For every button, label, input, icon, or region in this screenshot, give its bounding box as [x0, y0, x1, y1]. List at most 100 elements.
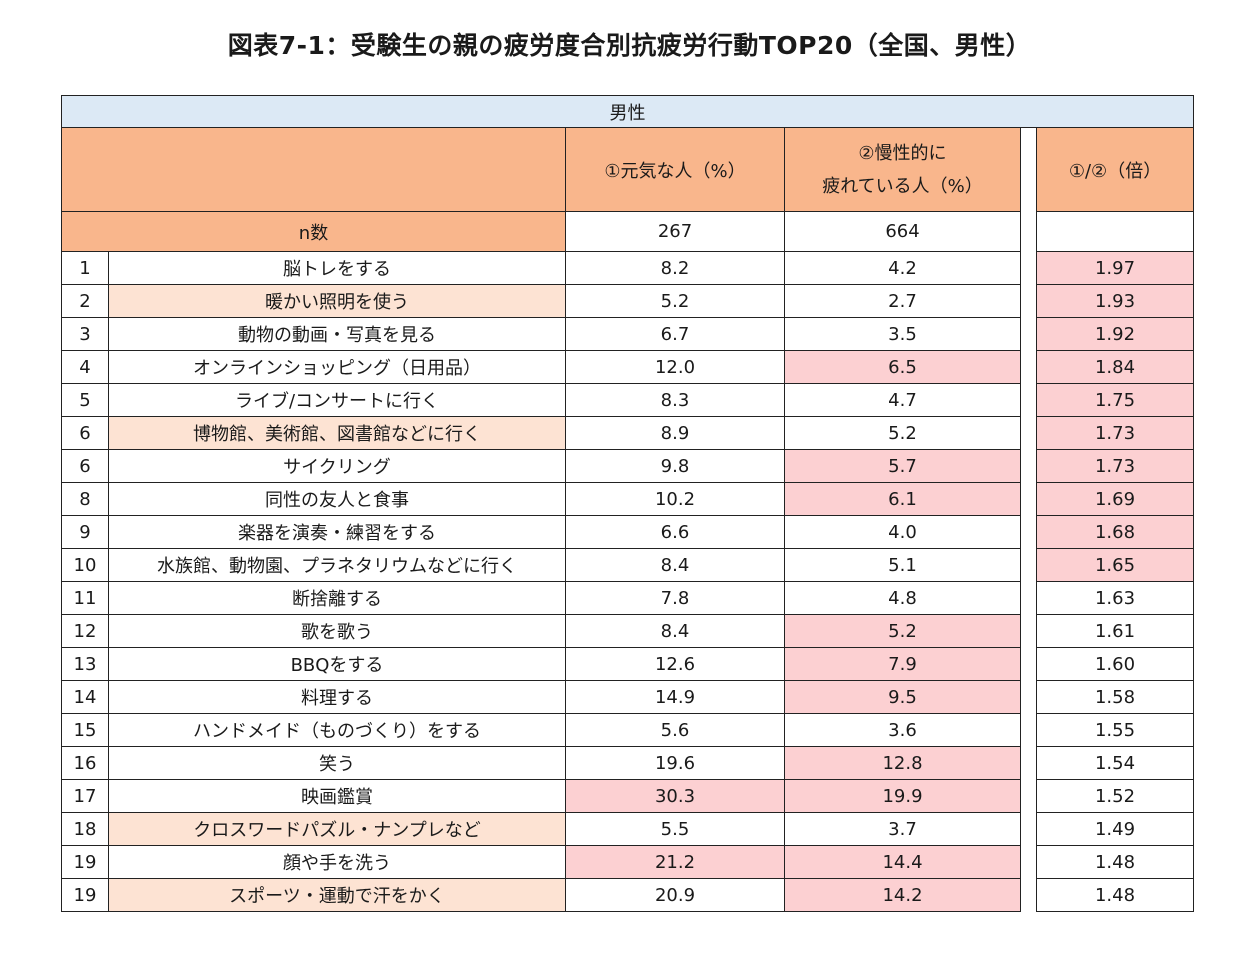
- column-gap: [1020, 383, 1037, 417]
- header-ratio: ①/②（倍）: [1035, 127, 1195, 212]
- column-gap: [1020, 713, 1037, 747]
- rank-cell: 1: [61, 251, 109, 285]
- ratio-cell: 1.65: [1035, 548, 1195, 582]
- column-gap: [1020, 449, 1037, 483]
- col1-cell: 8.9: [565, 416, 785, 450]
- ratio-cell: 1.58: [1035, 680, 1195, 714]
- item-cell: オンラインショッピング（日用品）: [108, 350, 566, 384]
- rank-cell: 6: [61, 416, 109, 450]
- column-gap: [1020, 482, 1037, 516]
- table-row: 5 ライブ/コンサートに行く 8.3 4.7 1.75: [61, 383, 1195, 417]
- header-col1: ①元気な人（%）: [565, 127, 785, 212]
- table-row: 15 ハンドメイド（ものづくり）をする 5.6 3.6 1.55: [61, 713, 1195, 747]
- ratio-cell: 1.73: [1035, 416, 1195, 450]
- col2-cell: 14.4: [784, 845, 1021, 879]
- n-col1: 267: [565, 211, 785, 252]
- ratio-cell: 1.54: [1035, 746, 1195, 780]
- col1-cell: 8.4: [565, 614, 785, 648]
- ratio-cell: 1.97: [1035, 251, 1195, 285]
- col1-cell: 5.6: [565, 713, 785, 747]
- item-cell: 脳トレをする: [108, 251, 566, 285]
- ratio-cell: 1.84: [1035, 350, 1195, 384]
- table-row: 18 クロスワードパズル・ナンプレなど 5.5 3.7 1.49: [61, 812, 1195, 846]
- header-blank: [61, 127, 566, 212]
- rank-cell: 11: [61, 581, 109, 615]
- col2-cell: 7.9: [784, 647, 1021, 681]
- ratio-cell: 1.92: [1035, 317, 1195, 351]
- column-gap: [1020, 416, 1037, 450]
- column-gap: [1020, 350, 1037, 384]
- col1-cell: 7.8: [565, 581, 785, 615]
- col1-cell: 5.2: [565, 284, 785, 318]
- rank-cell: 13: [61, 647, 109, 681]
- table-row: 4 オンラインショッピング（日用品） 12.0 6.5 1.84: [61, 350, 1195, 384]
- item-cell: 暖かい照明を使う: [108, 284, 566, 318]
- col2-cell: 4.2: [784, 251, 1021, 285]
- rank-cell: 4: [61, 350, 109, 384]
- column-gap: [1020, 647, 1037, 681]
- table-row: 3 動物の動画・写真を見る 6.7 3.5 1.92: [61, 317, 1195, 351]
- table-row: 19 顔や手を洗う 21.2 14.4 1.48: [61, 845, 1195, 879]
- column-gap: [1020, 614, 1037, 648]
- rank-cell: 3: [61, 317, 109, 351]
- header-col2-line2: 疲れている人（%）: [822, 175, 983, 197]
- data-table: 男性 ①元気な人（%） ②慢性的に 疲れている人（%） ①/②（倍） n数 26…: [60, 95, 1195, 912]
- column-gap: [1020, 251, 1037, 285]
- table-row: 9 楽器を演奏・練習をする 6.6 4.0 1.68: [61, 515, 1195, 549]
- item-cell: 断捨離する: [108, 581, 566, 615]
- item-cell: サイクリング: [108, 449, 566, 483]
- col2-cell: 2.7: [784, 284, 1021, 318]
- col2-cell: 6.1: [784, 482, 1021, 516]
- table-row: 14 料理する 14.9 9.5 1.58: [61, 680, 1195, 714]
- col1-cell: 8.2: [565, 251, 785, 285]
- column-gap: [1020, 779, 1037, 813]
- table-row: 2 暖かい照明を使う 5.2 2.7 1.93: [61, 284, 1195, 318]
- column-gap: [1020, 548, 1037, 582]
- ratio-cell: 1.55: [1035, 713, 1195, 747]
- rank-cell: 16: [61, 746, 109, 780]
- ratio-cell: 1.60: [1035, 647, 1195, 681]
- rank-cell: 8: [61, 482, 109, 516]
- item-cell: 動物の動画・写真を見る: [108, 317, 566, 351]
- col2-cell: 9.5: [784, 680, 1021, 714]
- col1-cell: 8.4: [565, 548, 785, 582]
- ratio-cell: 1.48: [1035, 878, 1195, 912]
- item-cell: 水族館、動物園、プラネタリウムなどに行く: [108, 548, 566, 582]
- rank-cell: 19: [61, 878, 109, 912]
- ratio-cell: 1.73: [1035, 449, 1195, 483]
- column-gap: [1020, 127, 1037, 212]
- table-row: 16 笑う 19.6 12.8 1.54: [61, 746, 1195, 780]
- item-cell: 映画鑑賞: [108, 779, 566, 813]
- n-col2: 664: [784, 211, 1021, 252]
- rank-cell: 14: [61, 680, 109, 714]
- item-cell: ライブ/コンサートに行く: [108, 383, 566, 417]
- band-row: 男性: [60, 95, 1195, 128]
- table-row: 13 BBQをする 12.6 7.9 1.60: [61, 647, 1195, 681]
- col2-cell: 12.8: [784, 746, 1021, 780]
- ratio-cell: 1.63: [1035, 581, 1195, 615]
- col2-cell: 4.8: [784, 581, 1021, 615]
- header-col2-line1: ②慢性的に: [858, 142, 947, 164]
- col1-cell: 8.3: [565, 383, 785, 417]
- table-row: 6 サイクリング 9.8 5.7 1.73: [61, 449, 1195, 483]
- col1-cell: 21.2: [565, 845, 785, 879]
- col1-cell: 14.9: [565, 680, 785, 714]
- rank-cell: 6: [61, 449, 109, 483]
- table-row: 11 断捨離する 7.8 4.8 1.63: [61, 581, 1195, 615]
- column-gap: [1020, 284, 1037, 318]
- table-row: 17 映画鑑賞 30.3 19.9 1.52: [61, 779, 1195, 813]
- item-cell: 博物館、美術館、図書館などに行く: [108, 416, 566, 450]
- rank-cell: 2: [61, 284, 109, 318]
- n-ratio: [1035, 211, 1195, 252]
- col2-cell: 3.5: [784, 317, 1021, 351]
- col2-cell: 3.7: [784, 812, 1021, 846]
- col2-cell: 3.6: [784, 713, 1021, 747]
- table-row: 8 同性の友人と食事 10.2 6.1 1.69: [61, 482, 1195, 516]
- item-cell: 同性の友人と食事: [108, 482, 566, 516]
- col2-cell: 4.7: [784, 383, 1021, 417]
- col1-cell: 19.6: [565, 746, 785, 780]
- table-row: 1 脳トレをする 8.2 4.2 1.97: [61, 251, 1195, 285]
- page-title: 図表7-1：受験生の親の疲労度合別抗疲労行動TOP20（全国、男性）: [227, 31, 1032, 60]
- item-cell: 顔や手を洗う: [108, 845, 566, 879]
- col2-cell: 5.7: [784, 449, 1021, 483]
